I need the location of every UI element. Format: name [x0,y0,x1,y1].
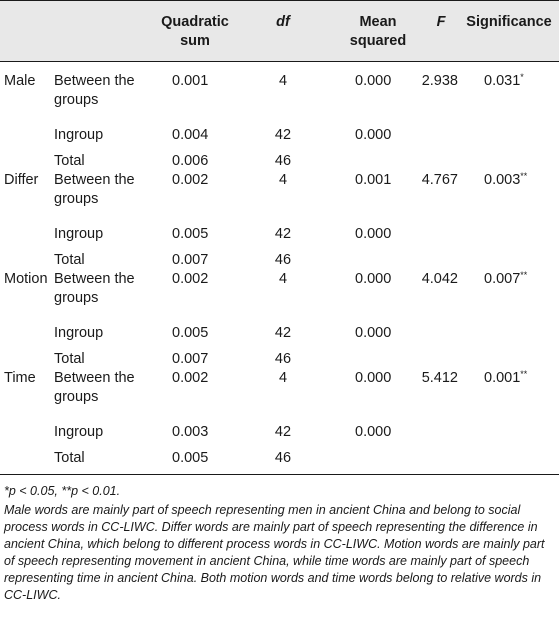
header-mean-squared: Mean squared [349,14,407,49]
row-label: Between the groups [54,271,135,306]
quadratic-sum-cell: 0.006 [172,153,209,169]
df-cell: 4 [278,73,288,89]
quadratic-sum-cell: 0.005 [172,325,209,341]
table-header: Quadratic sum df Mean squared F Signific… [0,0,559,62]
row-label: Total [54,450,85,466]
header-df: df [268,13,298,32]
significance-value: 0.003 [484,172,521,188]
significance-stars: ** [520,369,528,379]
df-cell: 46 [274,450,292,466]
significance-cell: 0.007** [484,270,554,289]
quadratic-sum-cell: 0.007 [172,351,209,367]
df-cell: 4 [278,172,288,188]
quadratic-sum-cell: 0.003 [172,424,209,440]
df-cell: 46 [274,252,292,268]
header-f-text: F [436,14,446,30]
significance-stars: * [520,72,524,82]
df-cell: 42 [274,424,292,440]
quadratic-sum-cell: 0.004 [172,127,209,143]
row-label: Ingroup [54,127,104,143]
df-cell: 4 [278,271,288,287]
row-label: Between the groups [54,73,135,108]
row-label: Ingroup [54,226,104,242]
mean-squared-cell: 0.001 [355,172,392,188]
significance-stars: ** [520,270,528,280]
quadratic-sum-cell: 0.001 [172,73,209,89]
df-cell: 42 [274,226,292,242]
df-cell: 42 [274,127,292,143]
df-cell: 42 [274,325,292,341]
df-cell: 46 [274,153,292,169]
row-label: Total [54,351,85,367]
table-body: Male Between the groups 0.001 4 0.000 2.938 0.… [0,62,559,475]
group-name: Differ [4,172,39,188]
mean-squared-cell: 0.000 [355,370,392,386]
row-label: Total [54,252,85,268]
df-cell: 46 [274,351,292,367]
quadratic-sum-cell: 0.007 [172,252,209,268]
mean-squared-cell: 0.000 [355,73,392,89]
quadratic-sum-cell: 0.002 [172,370,209,386]
mean-squared-cell: 0.000 [355,226,392,242]
significance-stars: ** [520,171,528,181]
f-cell: 2.938 [421,73,458,89]
row-label: Total [54,153,85,169]
mean-squared-cell: 0.000 [355,424,392,440]
f-cell: 4.042 [421,271,458,287]
group-name: Time [4,370,36,386]
row-label: Ingroup [54,424,104,440]
f-cell: 4.767 [421,172,458,188]
significance-value: 0.031 [484,73,521,89]
group-name: Male [4,73,36,89]
table-notes: *p < 0.05, **p < 0.01. Male words are ma… [4,483,554,604]
significance-cell: 0.001** [484,369,554,388]
quadratic-sum-cell: 0.002 [172,172,209,188]
header-df-text: df [276,14,290,30]
quadratic-sum-cell: 0.002 [172,271,209,287]
description-note: Male words are mainly part of speech rep… [4,503,545,602]
f-cell: 5.412 [421,370,458,386]
group-name: Motion [4,271,48,287]
header-significance: Significance [466,14,552,30]
significance-value: 0.007 [484,271,521,287]
header-quadratic-sum: Quadratic sum [161,14,229,49]
quadratic-sum-cell: 0.005 [172,226,209,242]
header-f: F [426,13,456,32]
mean-squared-cell: 0.000 [355,271,392,287]
significance-cell: 0.031* [484,72,554,91]
significance-cell: 0.003** [484,171,554,190]
row-label: Ingroup [54,325,104,341]
significance-note: *p < 0.05, **p < 0.01. [4,484,121,498]
row-label: Between the groups [54,370,135,405]
df-cell: 4 [278,370,288,386]
row-label: Between the groups [54,172,135,207]
mean-squared-cell: 0.000 [355,325,392,341]
quadratic-sum-cell: 0.005 [172,450,209,466]
significance-value: 0.001 [484,370,521,386]
mean-squared-cell: 0.000 [355,127,392,143]
